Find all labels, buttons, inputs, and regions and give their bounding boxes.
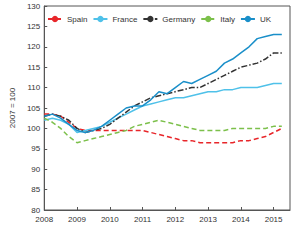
- svg-text:2015: 2015: [265, 215, 283, 224]
- svg-text:2014: 2014: [232, 215, 250, 224]
- svg-text:2009: 2009: [68, 215, 86, 224]
- svg-text:France: France: [112, 15, 137, 24]
- svg-text:130: 130: [27, 2, 41, 11]
- svg-text:125: 125: [27, 22, 41, 31]
- svg-text:95: 95: [31, 144, 40, 153]
- svg-text:115: 115: [27, 63, 40, 72]
- svg-text:2012: 2012: [166, 215, 184, 224]
- svg-text:85: 85: [31, 185, 40, 194]
- svg-text:120: 120: [27, 42, 41, 51]
- svg-text:Spain: Spain: [67, 15, 87, 24]
- svg-text:105: 105: [27, 104, 41, 113]
- svg-text:100: 100: [27, 124, 41, 133]
- svg-text:90: 90: [31, 165, 40, 174]
- svg-text:Germany: Germany: [162, 15, 195, 24]
- svg-text:110: 110: [27, 83, 40, 92]
- svg-text:2011: 2011: [134, 215, 152, 224]
- svg-text:2013: 2013: [199, 215, 217, 224]
- svg-text:UK: UK: [260, 15, 272, 24]
- svg-text:2007 = 100: 2007 = 100: [8, 87, 17, 128]
- svg-text:80: 80: [31, 206, 40, 215]
- svg-text:2010: 2010: [101, 215, 119, 224]
- svg-text:2008: 2008: [35, 215, 53, 224]
- svg-text:Italy: Italy: [220, 15, 235, 24]
